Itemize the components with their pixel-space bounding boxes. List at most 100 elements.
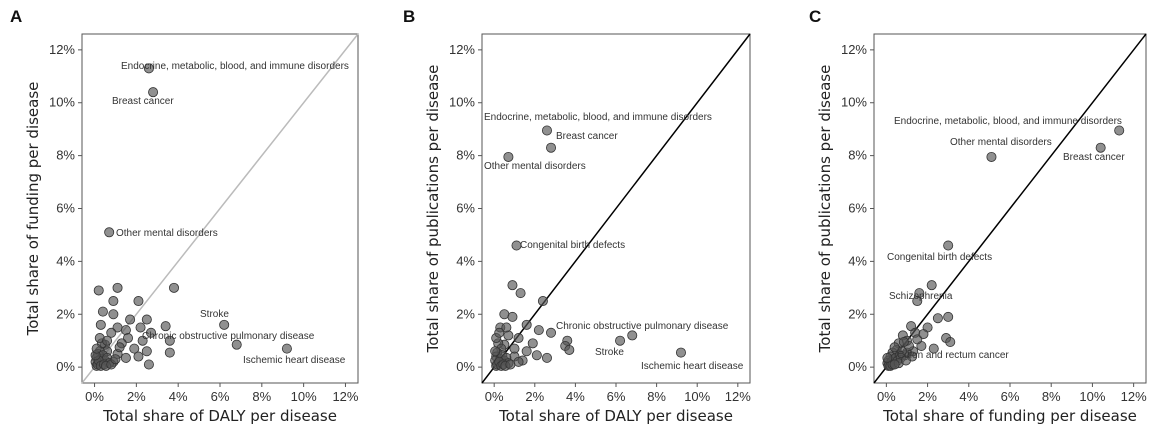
x-tick-label: 10% — [291, 389, 317, 404]
data-point — [1095, 142, 1106, 153]
x-tick-label: 10% — [684, 389, 710, 404]
data-point — [141, 314, 152, 325]
data-point — [110, 354, 121, 365]
panel-c-letter: C — [809, 7, 821, 26]
annotation-label: Ischemic heart disease — [641, 361, 744, 372]
y-tick-label: 12% — [49, 42, 75, 57]
x-tick-label: 8% — [252, 389, 271, 404]
data-point — [898, 337, 909, 348]
data-point — [945, 337, 956, 348]
data-point — [145, 327, 156, 338]
annotation-label: Other mental disorders — [484, 161, 586, 172]
y-tick-label: 2% — [848, 306, 867, 321]
data-point — [527, 338, 538, 349]
data-point — [531, 350, 542, 361]
data-point — [164, 335, 175, 346]
y-tick-label: 8% — [456, 148, 475, 163]
annotation-label: Endocrine, metabolic, blood, and immune … — [484, 112, 712, 123]
data-point — [918, 329, 929, 340]
data-point — [627, 330, 638, 341]
panel-b-x-axis-title: Total share of DALY per disease — [498, 407, 733, 425]
y-tick-label: 10% — [49, 95, 75, 110]
annotation-label: Other mental disorders — [116, 228, 218, 239]
annotation-label: Stroke — [200, 309, 229, 320]
annotation-label: Endocrine, metabolic, blood, and immune … — [121, 61, 349, 72]
x-tick-label: 12% — [725, 389, 751, 404]
y-tick-label: 4% — [456, 253, 475, 268]
data-point — [513, 333, 524, 344]
x-tick-label: 10% — [1079, 389, 1105, 404]
data-point — [125, 314, 136, 325]
panel-b-y-axis-title: Total share of publications per disease — [424, 65, 442, 354]
y-tick-label: 6% — [456, 201, 475, 216]
data-point — [108, 296, 119, 307]
data-point — [521, 319, 532, 330]
y-tick-label: 6% — [848, 201, 867, 216]
annotation-label: Congenital birth defects — [887, 252, 992, 263]
panel-a-x-axis-title: Total share of DALY per disease — [102, 407, 337, 425]
x-tick-label: 12% — [1121, 389, 1147, 404]
annotation-label: Chronic obstructive pulmonary disease — [142, 331, 315, 342]
y-tick-label: 4% — [848, 253, 867, 268]
annotation-label: Congenital birth defects — [520, 240, 625, 251]
x-tick-label: 0% — [485, 389, 504, 404]
data-point — [133, 351, 144, 362]
y-tick-label: 2% — [56, 306, 75, 321]
data-point — [932, 313, 943, 324]
data-point — [114, 342, 125, 353]
data-point — [509, 343, 520, 354]
y-tick-label: 12% — [841, 42, 867, 57]
annotation-label: Colon and rectum cancer — [897, 350, 1009, 361]
annotation-label: Breast cancer — [556, 131, 618, 142]
data-point — [926, 280, 937, 291]
data-point — [231, 339, 242, 350]
data-point — [537, 296, 548, 307]
annotation-label: Endocrine, metabolic, blood, and immune … — [894, 116, 1122, 127]
data-point — [219, 319, 230, 330]
data-point — [106, 327, 117, 338]
y-tick-label: 6% — [56, 201, 75, 216]
panel-a-diagonal-line — [81, 33, 359, 384]
data-point — [541, 125, 552, 136]
data-point — [889, 359, 900, 370]
x-tick-label: 0% — [877, 389, 896, 404]
y-tick-label: 10% — [841, 95, 867, 110]
data-point — [160, 321, 171, 332]
annotation-label: Schizophrenia — [889, 291, 953, 302]
data-point — [882, 352, 893, 363]
data-point — [141, 346, 152, 357]
y-tick-label: 0% — [56, 359, 75, 374]
data-point — [135, 322, 146, 333]
y-tick-label: 10% — [449, 95, 475, 110]
data-point — [546, 327, 557, 338]
y-tick-label: 8% — [848, 148, 867, 163]
x-tick-label: 4% — [169, 389, 188, 404]
y-tick-label: 0% — [848, 359, 867, 374]
data-point — [168, 282, 179, 293]
data-point — [615, 335, 626, 346]
data-point — [91, 343, 102, 354]
annotation-label: Stroke — [595, 347, 624, 358]
data-point — [143, 63, 154, 74]
data-point — [943, 240, 954, 251]
panel-c-y-axis-title: Total share of publications per disease — [816, 65, 834, 354]
x-tick-label: 12% — [332, 389, 358, 404]
data-point — [900, 355, 911, 366]
y-tick-label: 4% — [56, 253, 75, 268]
data-point — [137, 335, 148, 346]
x-tick-label: 0% — [85, 389, 104, 404]
data-point — [104, 227, 115, 238]
data-point — [102, 335, 113, 346]
data-point — [108, 309, 119, 320]
panel-a-letter: A — [10, 7, 22, 26]
x-tick-label: 4% — [566, 389, 585, 404]
data-point — [564, 344, 575, 355]
data-point — [507, 311, 518, 322]
data-point — [112, 282, 123, 293]
y-tick-label: 2% — [456, 306, 475, 321]
data-point — [521, 346, 532, 357]
x-tick-label: 4% — [959, 389, 978, 404]
data-point — [1114, 125, 1125, 136]
data-point — [494, 327, 505, 338]
